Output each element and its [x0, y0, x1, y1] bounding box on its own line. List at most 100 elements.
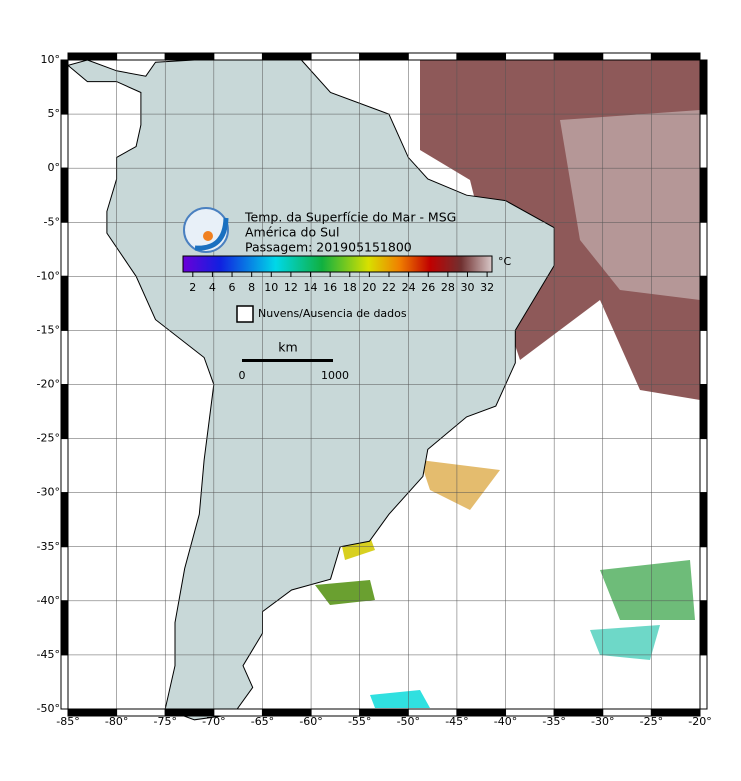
frame-segment [650, 708, 701, 717]
x-tick-label: -25° [640, 715, 663, 728]
x-tick-label: -30° [591, 715, 614, 728]
scale-label: 0 [239, 369, 246, 382]
frame-segment [60, 221, 69, 277]
sst-patch [315, 580, 375, 605]
legend-label: Nuvens/Ausencia de dados [258, 307, 407, 320]
frame-segment [60, 600, 69, 656]
frame-segment [699, 221, 708, 277]
frame-segment [164, 52, 215, 61]
x-tick-label: -60° [299, 715, 322, 728]
frame-segment [60, 654, 69, 710]
y-tick-label: 5° [48, 107, 61, 120]
frame-segment [699, 492, 708, 548]
colorbar-tick-label: 12 [284, 281, 298, 294]
colorbar-tick-label: 22 [382, 281, 396, 294]
colorbar-tick-label: 16 [323, 281, 337, 294]
frame-segment [310, 52, 361, 61]
scale-label: 1000 [321, 369, 349, 382]
x-tick-label: -20° [688, 715, 711, 728]
colorbar-tick-label: 6 [229, 281, 236, 294]
frame-segment [261, 52, 312, 61]
y-tick-label: -40° [37, 594, 60, 607]
colorbar-tick-label: 20 [362, 281, 376, 294]
region: América do Sul [245, 225, 339, 240]
sst-patch [590, 625, 660, 660]
frame-segment [60, 275, 69, 331]
frame-segment [553, 52, 604, 61]
frame-segment [60, 59, 69, 115]
colorbar-tick-label: 8 [248, 281, 255, 294]
frame-segment [60, 384, 69, 440]
colorbar-tick-label: 24 [402, 281, 416, 294]
y-tick-label: -5° [44, 215, 60, 228]
y-tick-label: 0° [48, 161, 61, 174]
colorbar [182, 255, 493, 273]
y-tick-label: -20° [37, 378, 60, 391]
x-tick-label: -65° [251, 715, 274, 728]
sst-warmest [560, 110, 700, 300]
frame-segment [699, 275, 708, 331]
colorbar-tick-label: 18 [343, 281, 357, 294]
frame-segment [699, 59, 708, 115]
colorbar-unit: °C [498, 255, 512, 268]
frame-segment [699, 546, 708, 602]
y-tick-label: -25° [37, 432, 60, 445]
frame-segment [699, 438, 708, 494]
y-tick-label: -10° [37, 269, 60, 282]
frame-segment [699, 384, 708, 440]
colorbar-tick-label: 28 [441, 281, 455, 294]
x-tick-label: -70° [202, 715, 225, 728]
frame-segment [699, 600, 708, 656]
frame-segment [456, 52, 507, 61]
sst-patch [370, 690, 430, 708]
y-tick-label: -50° [37, 702, 60, 715]
colorbar-tick-label: 4 [209, 281, 216, 294]
colorbar-tick-label: 2 [189, 281, 196, 294]
colorbar-tick-label: 14 [304, 281, 318, 294]
frame-segment [407, 52, 458, 61]
frame-segment [60, 329, 69, 385]
y-tick-label: -45° [37, 648, 60, 661]
x-tick-label: -35° [542, 715, 565, 728]
legend-swatch [236, 305, 254, 323]
x-tick-label: -80° [105, 715, 128, 728]
title: Temp. da Superfície do Mar - MSG [244, 210, 456, 225]
frame-segment [699, 654, 708, 710]
frame-segment [60, 113, 69, 169]
scale-bar [242, 359, 333, 362]
colorbar-tick-label: 26 [421, 281, 435, 294]
frame-segment [359, 52, 409, 61]
pass: Passagem: 201905151800 [245, 240, 412, 255]
frame-segment [650, 52, 701, 61]
x-tick-label: -45° [445, 715, 468, 728]
frame-segment [67, 52, 118, 61]
x-tick-label: -50° [397, 715, 420, 728]
y-tick-label: 10° [41, 53, 61, 66]
frame-segment [116, 52, 166, 61]
x-tick-label: -85° [56, 715, 79, 728]
x-tick-label: -75° [153, 715, 176, 728]
colorbar-tick-label: 10 [264, 281, 278, 294]
x-tick-label: -40° [494, 715, 517, 728]
colorbar-tick-label: 32 [480, 281, 494, 294]
frame-segment [60, 546, 69, 602]
sst-patch [420, 460, 500, 510]
frame-segment [699, 113, 708, 169]
scale-unit: km [278, 340, 297, 355]
y-tick-label: -15° [37, 323, 60, 336]
frame-segment [213, 52, 263, 61]
logo [183, 207, 229, 253]
frame-segment [60, 492, 69, 548]
x-tick-label: -55° [348, 715, 371, 728]
y-tick-label: -35° [37, 540, 60, 553]
y-tick-label: -30° [37, 486, 60, 499]
frame-segment [60, 438, 69, 494]
frame-segment [699, 167, 708, 223]
sst-patch [600, 560, 695, 620]
frame-segment [60, 167, 69, 223]
colorbar-tick-label: 30 [460, 281, 474, 294]
frame-segment [699, 329, 708, 385]
frame-segment [602, 52, 652, 61]
